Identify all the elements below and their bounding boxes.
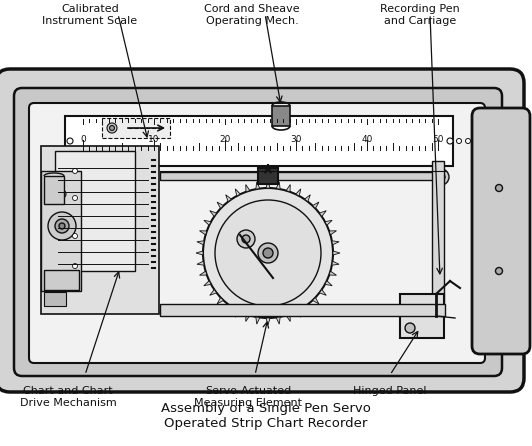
Polygon shape xyxy=(304,304,310,311)
Bar xyxy=(44,270,79,290)
Polygon shape xyxy=(210,289,217,295)
Polygon shape xyxy=(256,317,260,324)
Polygon shape xyxy=(296,189,301,196)
Circle shape xyxy=(72,264,78,268)
Text: Chart and Chart
Drive Mechanism: Chart and Chart Drive Mechanism xyxy=(20,386,117,408)
Polygon shape xyxy=(286,314,290,322)
Bar xyxy=(160,304,445,316)
Polygon shape xyxy=(235,310,240,317)
FancyBboxPatch shape xyxy=(0,69,524,392)
Circle shape xyxy=(72,234,78,239)
Circle shape xyxy=(237,230,255,248)
Circle shape xyxy=(263,248,273,258)
Polygon shape xyxy=(286,185,290,192)
Circle shape xyxy=(72,169,78,173)
Circle shape xyxy=(110,125,114,131)
Circle shape xyxy=(433,169,449,185)
Bar xyxy=(258,168,278,184)
Polygon shape xyxy=(312,297,319,304)
Polygon shape xyxy=(196,251,203,255)
Polygon shape xyxy=(200,231,207,235)
Polygon shape xyxy=(197,261,204,265)
Polygon shape xyxy=(204,281,211,286)
Polygon shape xyxy=(226,304,231,311)
Text: Recording Pen
and Carriage: Recording Pen and Carriage xyxy=(380,4,460,25)
Polygon shape xyxy=(266,318,270,325)
Polygon shape xyxy=(332,261,339,265)
Circle shape xyxy=(107,123,117,133)
Circle shape xyxy=(215,200,321,306)
Circle shape xyxy=(405,323,415,333)
Circle shape xyxy=(55,219,69,233)
Circle shape xyxy=(456,139,461,144)
Polygon shape xyxy=(266,181,270,188)
Bar xyxy=(44,176,64,204)
Polygon shape xyxy=(256,182,260,189)
Text: 10: 10 xyxy=(148,135,160,144)
Polygon shape xyxy=(246,185,250,192)
Circle shape xyxy=(447,138,453,144)
Text: 50: 50 xyxy=(432,135,444,144)
Text: Assembly of a Single Pen Servo
Operated Strip Chart Recorder: Assembly of a Single Pen Servo Operated … xyxy=(161,402,371,430)
Polygon shape xyxy=(217,297,223,304)
Text: 0: 0 xyxy=(80,135,86,144)
Polygon shape xyxy=(325,281,332,286)
Text: Calibrated
Instrument Scale: Calibrated Instrument Scale xyxy=(43,4,138,25)
Circle shape xyxy=(258,243,278,263)
Bar xyxy=(55,151,135,271)
Circle shape xyxy=(242,235,250,243)
FancyBboxPatch shape xyxy=(14,88,502,376)
Text: 20: 20 xyxy=(219,135,231,144)
Circle shape xyxy=(48,212,76,240)
Circle shape xyxy=(495,268,503,274)
Circle shape xyxy=(72,195,78,201)
Circle shape xyxy=(437,173,445,181)
Polygon shape xyxy=(325,220,332,225)
Polygon shape xyxy=(217,202,223,208)
Polygon shape xyxy=(200,271,207,275)
Bar xyxy=(41,146,159,314)
Circle shape xyxy=(59,223,65,229)
Polygon shape xyxy=(276,317,280,324)
Polygon shape xyxy=(197,241,204,245)
FancyBboxPatch shape xyxy=(472,108,530,354)
Polygon shape xyxy=(204,220,211,225)
Polygon shape xyxy=(333,251,340,255)
Polygon shape xyxy=(332,241,339,245)
Polygon shape xyxy=(235,189,240,196)
Bar xyxy=(400,294,444,338)
Text: 40: 40 xyxy=(361,135,373,144)
Circle shape xyxy=(203,188,333,318)
Bar xyxy=(65,116,453,166)
Text: Hinged Panel: Hinged Panel xyxy=(353,386,427,396)
Polygon shape xyxy=(226,195,231,202)
Polygon shape xyxy=(319,289,326,295)
FancyBboxPatch shape xyxy=(29,103,485,363)
Circle shape xyxy=(58,190,66,198)
Polygon shape xyxy=(319,211,326,216)
Bar xyxy=(160,172,446,180)
Text: 30: 30 xyxy=(290,135,302,144)
Text: Servo-Actuated
Measuring Element: Servo-Actuated Measuring Element xyxy=(194,386,302,408)
Polygon shape xyxy=(304,195,310,202)
Bar xyxy=(44,292,66,306)
Circle shape xyxy=(466,139,470,144)
Bar xyxy=(272,106,290,126)
Polygon shape xyxy=(296,310,301,317)
Polygon shape xyxy=(276,182,280,189)
Bar xyxy=(41,171,81,291)
Circle shape xyxy=(495,185,503,191)
Circle shape xyxy=(67,138,73,144)
Polygon shape xyxy=(329,271,336,275)
Polygon shape xyxy=(246,314,250,322)
Text: Cord and Sheave
Operating Mech.: Cord and Sheave Operating Mech. xyxy=(204,4,300,25)
Bar xyxy=(102,118,170,138)
Bar xyxy=(432,161,444,316)
Polygon shape xyxy=(210,211,217,216)
Polygon shape xyxy=(329,231,336,235)
Polygon shape xyxy=(312,202,319,208)
